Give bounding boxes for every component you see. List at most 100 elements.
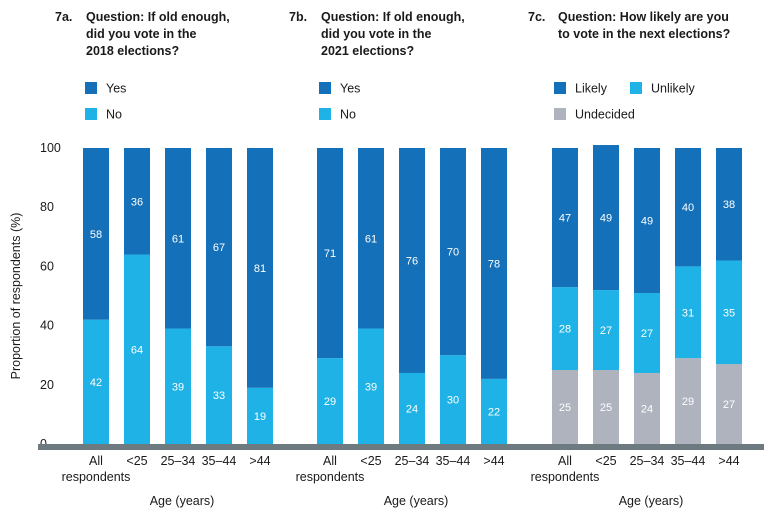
legend-swatch — [554, 108, 566, 120]
data-label: 76 — [406, 255, 418, 267]
legend-label: No — [106, 108, 122, 122]
data-label: 47 — [559, 213, 571, 225]
data-label: 40 — [682, 202, 694, 214]
data-label: 33 — [213, 390, 225, 402]
question-text-line: 2018 elections? — [86, 44, 179, 58]
question-text-line: 2021 elections? — [321, 44, 414, 58]
bar-segment-yes — [124, 148, 150, 255]
category-label: 35–44 — [671, 454, 706, 468]
data-label: 81 — [254, 263, 266, 275]
legend-swatch — [630, 82, 642, 94]
data-label: 25 — [559, 402, 571, 414]
bar-segment-no — [206, 346, 232, 444]
data-label: 27 — [723, 399, 735, 411]
category-label: <25 — [360, 454, 381, 468]
category-label: All — [558, 454, 572, 468]
data-label: 38 — [723, 199, 735, 211]
data-label: 27 — [641, 328, 653, 340]
data-label: 71 — [324, 248, 336, 260]
question-text-line: Question: If old enough, — [321, 10, 465, 24]
category-label: >44 — [483, 454, 504, 468]
x-axis-title: Age (years) — [150, 494, 215, 508]
question-number: 7c. — [528, 10, 545, 24]
data-label: 36 — [131, 196, 143, 208]
data-label: 49 — [641, 216, 653, 228]
data-label: 67 — [213, 242, 225, 254]
bar-segment-unlikely — [552, 287, 578, 370]
data-label: 19 — [254, 411, 266, 423]
bar-segment-no — [247, 387, 273, 444]
bar-segment-unlikely — [716, 260, 742, 365]
question-text-line: did you vote in the — [321, 27, 431, 41]
data-label: 58 — [90, 229, 102, 241]
bar-segment-yes — [165, 148, 191, 329]
category-label: 35–44 — [436, 454, 471, 468]
category-label: 25–34 — [630, 454, 665, 468]
data-label: 39 — [365, 381, 377, 393]
legend-label: No — [340, 108, 356, 122]
data-label: 61 — [365, 233, 377, 245]
legend-swatch — [85, 108, 97, 120]
data-label: 22 — [488, 406, 500, 418]
data-label: 29 — [324, 396, 336, 408]
x-axis-title: Age (years) — [384, 494, 449, 508]
data-label: 31 — [682, 307, 694, 319]
legend-swatch — [319, 108, 331, 120]
bar-segment-undecided — [675, 358, 701, 444]
x-axis-title: Age (years) — [619, 494, 684, 508]
bar-segment-likely — [634, 148, 660, 294]
legend-label: Yes — [340, 82, 360, 96]
data-label: 61 — [172, 233, 184, 245]
category-label: 25–34 — [161, 454, 196, 468]
bar-segment-no — [358, 328, 384, 444]
bar-segment-no — [399, 372, 425, 444]
bar-segment-no — [124, 254, 150, 444]
data-label: 39 — [172, 381, 184, 393]
legend-swatch — [319, 82, 331, 94]
bar-segment-yes — [440, 148, 466, 356]
bar-segment-yes — [206, 148, 232, 347]
data-label: 64 — [131, 344, 143, 356]
data-label: 42 — [90, 377, 102, 389]
bar-segment-likely — [716, 148, 742, 261]
bar-segment-no — [83, 319, 109, 444]
data-label: 29 — [682, 396, 694, 408]
category-label: respondents — [531, 470, 600, 484]
legend-swatch — [85, 82, 97, 94]
bar-segment-no — [440, 355, 466, 444]
bar-segment-no — [481, 378, 507, 444]
bar-segment-yes — [247, 148, 273, 388]
bar-segment-undecided — [634, 372, 660, 444]
y-tick-label: 80 — [40, 200, 54, 214]
bar-segment-no — [165, 328, 191, 444]
category-label: <25 — [126, 454, 147, 468]
legend-label: Likely — [575, 82, 608, 96]
data-label: 24 — [406, 403, 418, 415]
y-tick-label: 100 — [40, 141, 61, 155]
legend-label: Unlikely — [651, 82, 696, 96]
y-tick-label: 60 — [40, 259, 54, 273]
data-label: 78 — [488, 258, 500, 270]
bar-segment-likely — [552, 148, 578, 288]
bar-segment-undecided — [593, 370, 619, 444]
question-text-line: to vote in the next elections? — [558, 27, 730, 41]
category-label: respondents — [62, 470, 131, 484]
category-label: >44 — [718, 454, 739, 468]
legend-label: Yes — [106, 82, 126, 96]
bar-segment-undecided — [716, 364, 742, 444]
data-label: 25 — [600, 402, 612, 414]
data-label: 27 — [600, 325, 612, 337]
category-label: All — [323, 454, 337, 468]
legend-label: Undecided — [575, 108, 635, 122]
bar-segment-likely — [593, 145, 619, 291]
data-label: 35 — [723, 307, 735, 319]
y-axis-title: Proportion of respondents (%) — [9, 213, 23, 380]
data-label: 70 — [447, 247, 459, 259]
x-axis-baseline — [38, 444, 764, 450]
y-tick-label: 20 — [40, 378, 54, 392]
question-text-line: did you vote in the — [86, 27, 196, 41]
category-label: <25 — [595, 454, 616, 468]
question-text-line: Question: If old enough, — [86, 10, 230, 24]
bar-segment-no — [317, 358, 343, 444]
bar-segment-undecided — [552, 370, 578, 444]
